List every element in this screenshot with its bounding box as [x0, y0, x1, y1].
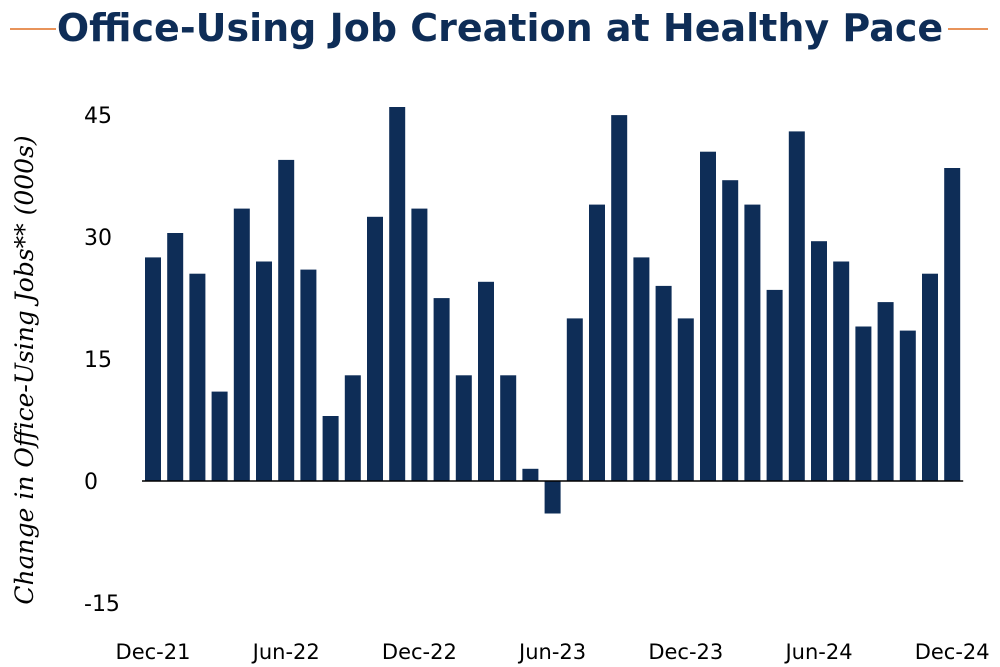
x-tick-label: Dec-23	[648, 640, 723, 664]
bar-dec-21	[145, 257, 161, 481]
bar-sep-23	[611, 115, 628, 481]
bar-mar-23	[478, 281, 494, 481]
bar-jan-22	[167, 233, 184, 481]
y-tick-labels: 45 30 15 0 -15	[84, 104, 120, 617]
bar-oct-24	[899, 330, 916, 481]
bar-feb-22	[189, 273, 206, 481]
bar-jun-22	[278, 159, 295, 481]
title-accent-line-right	[948, 28, 988, 30]
bar-jul-22	[300, 269, 317, 481]
bar-mar-24	[744, 204, 761, 481]
x-tick-labels: Dec-21 Jun-22 Dec-22 Jun-23 Dec-23 Jun-24 Dec-…	[116, 640, 990, 664]
bar-apr-24	[766, 289, 783, 481]
title-row: Office-Using Job Creation at Healthy Pac…	[0, 0, 1000, 62]
x-tick-label: Jun-22	[251, 640, 320, 664]
bar-sep-24	[877, 302, 894, 481]
y-tick-label: 15	[84, 348, 112, 373]
bar-oct-23	[633, 257, 650, 481]
x-tick-label: Dec-21	[116, 640, 191, 664]
chart-title: Office-Using Job Creation at Healthy Pac…	[56, 6, 944, 50]
bar-nov-24	[922, 273, 938, 481]
bar-aug-24	[855, 326, 872, 481]
bar-dec-22	[411, 208, 428, 481]
bar-jan-24	[700, 151, 716, 481]
bar-oct-22	[367, 216, 383, 482]
y-tick-label: 45	[84, 104, 112, 129]
bar-may-23	[522, 468, 539, 481]
bar-dec-24	[944, 168, 961, 481]
bar-aug-23	[589, 204, 605, 481]
y-tick-label: 30	[84, 226, 112, 251]
bar-may-22	[256, 261, 272, 481]
bar-jul-23	[566, 318, 583, 481]
bar-dec-23	[677, 318, 694, 481]
bars-group	[145, 107, 961, 514]
y-axis-label: Change in Office-Using Jobs** (000s)	[10, 135, 39, 604]
bar-sep-22	[344, 375, 361, 481]
bar-nov-22	[389, 107, 406, 481]
y-tick-label: -15	[84, 592, 120, 617]
bar-nov-23	[655, 285, 672, 481]
bar-jul-24	[833, 261, 850, 481]
bar-aug-22	[322, 416, 339, 481]
bar-jun-23	[544, 481, 561, 514]
x-tick-label: Dec-24	[915, 640, 990, 664]
bar-jun-24	[811, 241, 827, 481]
bar-feb-24	[722, 180, 739, 481]
bar-apr-23	[500, 375, 517, 481]
bar-feb-23	[455, 375, 472, 481]
title-accent-line-left	[10, 28, 56, 30]
bar-mar-22	[211, 391, 228, 481]
bar-jan-23	[433, 298, 450, 481]
y-tick-label: 0	[84, 470, 98, 495]
x-tick-label: Jun-23	[517, 640, 586, 664]
bar-may-24	[788, 131, 805, 481]
x-tick-label: Dec-22	[382, 640, 457, 664]
bar-apr-22	[233, 208, 250, 481]
x-tick-label: Jun-24	[783, 640, 852, 664]
